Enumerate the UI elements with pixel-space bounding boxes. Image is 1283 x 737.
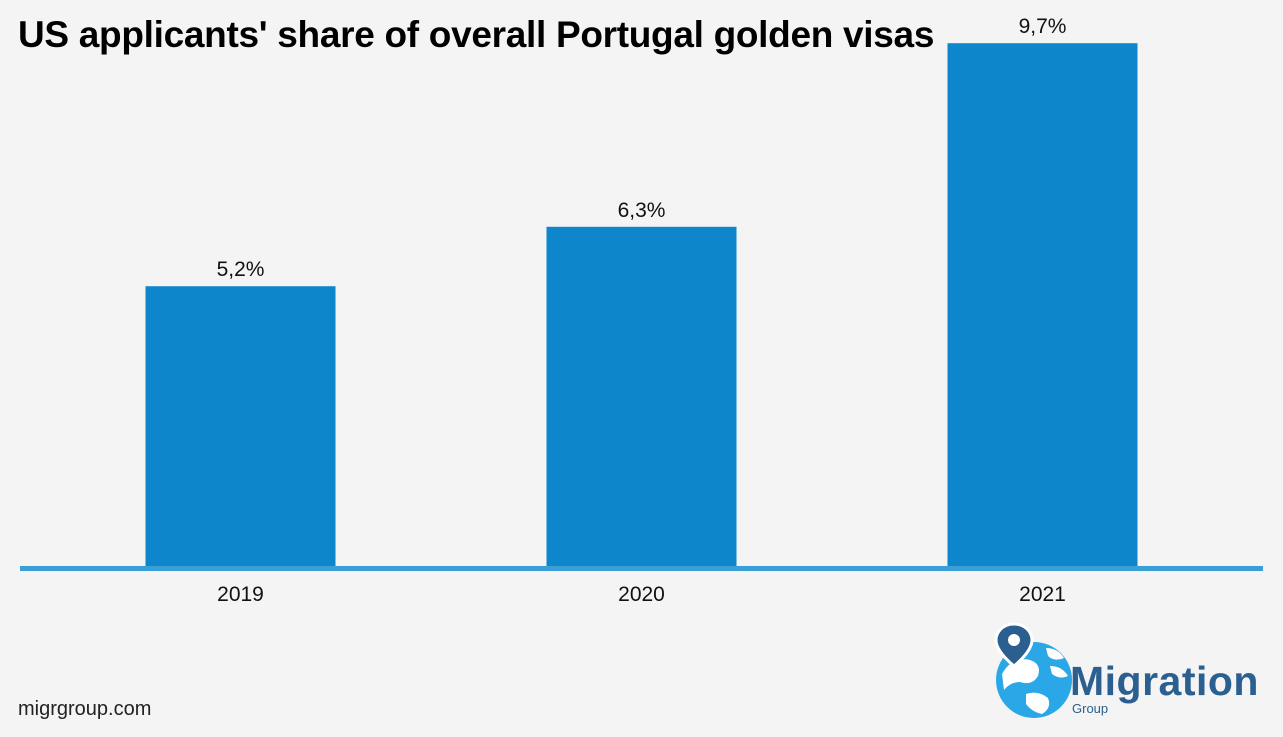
bars-group: [145, 43, 1138, 568]
migration-group-logo: Migration Group: [992, 620, 1272, 730]
bar-value-label: 9,7%: [1019, 15, 1067, 38]
bar-value-label: 5,2%: [217, 258, 265, 281]
x-tick-label: 2019: [217, 583, 264, 606]
x-tick-label: 2020: [618, 583, 665, 606]
tick-labels-group: 2019 2020 2021: [217, 583, 1066, 606]
globe-pin-icon: [994, 622, 1072, 718]
x-tick-label: 2021: [1019, 583, 1066, 606]
bar-labels-group: 5,2% 6,3% 9,7%: [217, 15, 1067, 281]
bar-2019: [145, 286, 336, 567]
logo-subtitle: Group: [1072, 701, 1109, 716]
x-axis-line: [20, 566, 1263, 571]
bar-value-label: 6,3%: [618, 199, 666, 222]
logo-name: Migration: [1070, 658, 1259, 704]
source-text: migrgroup.com: [18, 698, 152, 720]
chart-title: US applicants' share of overall Portugal…: [18, 14, 935, 55]
bar-2021: [947, 43, 1138, 567]
bar-2020: [546, 226, 737, 568]
